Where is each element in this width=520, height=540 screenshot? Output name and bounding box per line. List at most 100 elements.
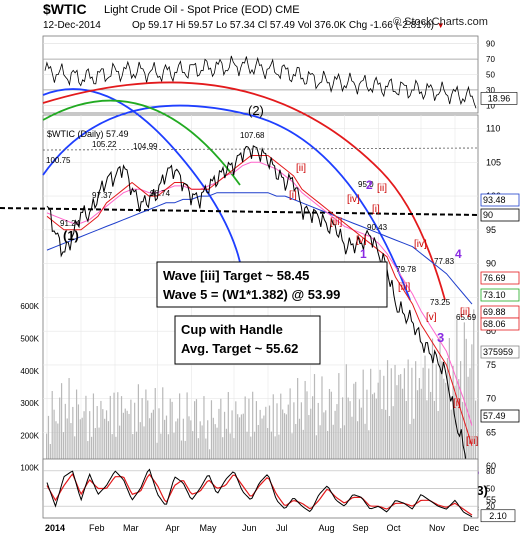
- wave-target-line2: Wave 5 = (W1*1.382) @ 53.99: [163, 287, 340, 302]
- volume-bar: [122, 412, 125, 500]
- volume-bar: [72, 406, 74, 500]
- price-annotation: 65.69: [456, 313, 477, 322]
- price-tick-label: 65: [486, 427, 496, 437]
- volume-bar: [240, 414, 243, 500]
- right-value-badge: [480, 208, 520, 222]
- wave-label: 4: [455, 247, 462, 261]
- volume-bar: [268, 405, 271, 500]
- volume-bar: [210, 400, 213, 500]
- volume-bar: [467, 376, 469, 500]
- blue-arc: [42, 104, 411, 301]
- volume-bar: [154, 388, 156, 500]
- volume-bar: [150, 412, 153, 500]
- volume-bar: [379, 369, 381, 500]
- volume-bar: [83, 411, 85, 500]
- volume-bar: [325, 410, 327, 500]
- volume-bar: [85, 395, 87, 500]
- price-tick-label: 90: [486, 259, 496, 269]
- volume-bar: [126, 410, 128, 500]
- volume-bar: [255, 401, 258, 500]
- price-annotation: 107.68: [240, 131, 265, 140]
- volume-bar: [366, 389, 368, 500]
- volume-bar: [285, 414, 287, 500]
- price-annotation: 90.43: [367, 223, 388, 232]
- volume-tick-label: 300K: [20, 399, 39, 408]
- volume-bar: [128, 413, 130, 500]
- stochastic-x-tick: Apr: [166, 523, 180, 533]
- green-arc: [42, 99, 241, 186]
- price-annotation: 79.78: [396, 265, 417, 274]
- price-annotation: 105.22: [92, 140, 117, 149]
- volume-bar: [469, 368, 471, 500]
- stochastic-x-tick: Jul: [276, 523, 288, 533]
- rsi-tick-label: 10: [486, 101, 495, 110]
- volume-bar: [407, 359, 409, 500]
- stochastic-x-tick: Sep: [353, 523, 369, 533]
- volume-bar: [334, 410, 336, 500]
- volume-bar: [355, 381, 357, 500]
- volume-bar: [220, 398, 222, 500]
- price-tick-label: 70: [486, 394, 496, 404]
- volume-bar: [471, 344, 473, 500]
- volume-bar: [448, 338, 450, 500]
- rsi-last-badge: [480, 92, 518, 105]
- price-tick-label: 60: [486, 461, 496, 471]
- stochastic-x-tick: Jun: [242, 523, 257, 533]
- volume-bar: [330, 391, 332, 500]
- volume-bar: [454, 385, 456, 500]
- stochastic-x-tick: Dec: [463, 523, 480, 533]
- stochastic-last-badge: [480, 509, 516, 523]
- volume-bar: [345, 364, 347, 500]
- volume-bar: [158, 408, 160, 500]
- volume-bar: [475, 400, 477, 500]
- volume-bar: [416, 390, 419, 500]
- volume-bar: [75, 389, 78, 500]
- volume-bar: [411, 367, 413, 500]
- volume-bar: [235, 401, 237, 500]
- volume-bar: [53, 409, 55, 500]
- volume-bar: [223, 411, 226, 500]
- volume-bar: [437, 411, 439, 500]
- volume-bar: [130, 399, 132, 500]
- price-annotation: 98.74: [150, 189, 171, 198]
- volume-bar: [394, 364, 396, 500]
- cup-handle-line1: Cup with Handle: [181, 322, 283, 337]
- volume-bar: [317, 402, 319, 500]
- volume-bar: [120, 396, 123, 500]
- volume-bar: [162, 387, 164, 500]
- right-value-label: 68.06: [483, 319, 506, 329]
- stochastic-x-tick: Aug: [319, 523, 335, 533]
- volume-bar: [102, 409, 104, 500]
- volume-bar: [439, 336, 441, 500]
- volume-bar: [403, 368, 406, 500]
- blue-arc-left: [42, 88, 246, 301]
- wave-label: [iii]: [330, 217, 342, 228]
- volume-bar: [396, 385, 398, 500]
- cup-handle-line2: Avg. Target ~ 55.62: [181, 341, 298, 356]
- stochastic-tick-label: 80: [486, 467, 495, 476]
- wave-label: [iii]: [466, 436, 478, 447]
- volume-tick-label: 400K: [20, 367, 39, 376]
- wave-target-line1: Wave [iii] Target ~ 58.45: [163, 268, 309, 283]
- volume-bar: [375, 398, 377, 500]
- stochastic-d-line: [46, 472, 473, 516]
- rsi-tick-label: 30: [486, 86, 495, 95]
- volume-bar: [385, 409, 387, 500]
- volume-bar: [237, 414, 239, 500]
- volume-bar: [465, 338, 467, 500]
- volume-bar: [218, 408, 220, 500]
- volume-bar: [272, 394, 274, 500]
- quote-values: Op 59.17 Hi 59.57 Lo 57.34 Cl 57.49 Vol …: [132, 20, 445, 31]
- dotted-resistance: [42, 147, 479, 151]
- ma-slow-line: [46, 192, 473, 305]
- volume-bar: [392, 406, 394, 500]
- stochastic-tick-label: 50: [486, 485, 495, 494]
- volume-bar: [109, 395, 111, 500]
- volume-bar: [338, 373, 340, 500]
- price-annotation: 95.0: [358, 180, 374, 189]
- volume-bar: [60, 383, 63, 500]
- price-tick-label: 55: [486, 495, 496, 505]
- right-value-badge: [480, 409, 520, 423]
- volume-bar: [171, 401, 173, 500]
- volume-bar: [265, 406, 267, 500]
